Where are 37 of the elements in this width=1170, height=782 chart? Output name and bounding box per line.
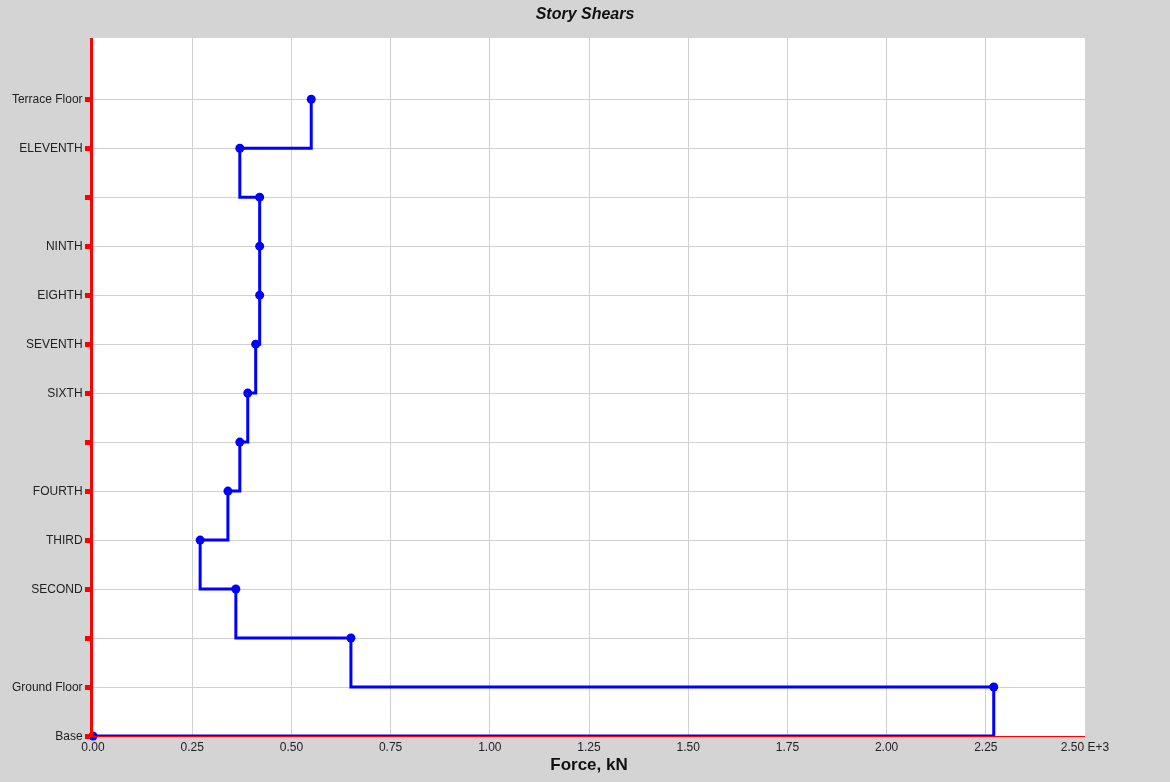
x-tick-label: 0.25 [180, 740, 205, 755]
x-tick-label: 2.50 E+3 [1060, 740, 1110, 755]
point [195, 535, 205, 545]
x-axis-title: Force, kN [550, 754, 628, 774]
point [255, 192, 265, 202]
x-tick-label: 0.50 [279, 740, 304, 755]
point [306, 94, 316, 104]
point [223, 486, 233, 496]
x-tick-label: 1.75 [775, 740, 800, 755]
point [251, 339, 261, 349]
y-tick-label: Ground Floor [11, 680, 83, 695]
x-tick-label: 0.75 [378, 740, 403, 755]
y-tick-label: SEVENTH [25, 337, 83, 352]
y-tick-label: THIRD [45, 533, 83, 548]
point [346, 633, 356, 643]
point [243, 388, 253, 398]
chart-title: Story Shears [535, 5, 635, 23]
y-tick-label: Base [55, 729, 83, 744]
x-tick-label: 1.25 [577, 740, 601, 755]
y-tick-label: SECOND [31, 582, 83, 597]
y-tick-label: ELEVENTH [19, 141, 83, 156]
point [989, 682, 999, 692]
y-tick-label: Terrace Floor [11, 92, 83, 107]
y-tick-label: SIXTH [47, 386, 83, 401]
x-tick-label: 0.00 [81, 740, 105, 755]
point [255, 290, 265, 300]
point [231, 584, 241, 594]
x-tick-label: 2.00 [874, 740, 899, 755]
point [235, 437, 245, 447]
x-tick-label: 1.50 [676, 740, 701, 755]
y-tick-label: FOURTH [32, 484, 83, 499]
point [255, 241, 265, 251]
x-tick-label: 2.25 [974, 740, 998, 755]
x-tick-label: 1.00 [478, 740, 502, 755]
point [235, 143, 245, 153]
y-tick-label: NINTH [45, 239, 83, 254]
y-tick-label: EIGHTH [37, 288, 83, 303]
